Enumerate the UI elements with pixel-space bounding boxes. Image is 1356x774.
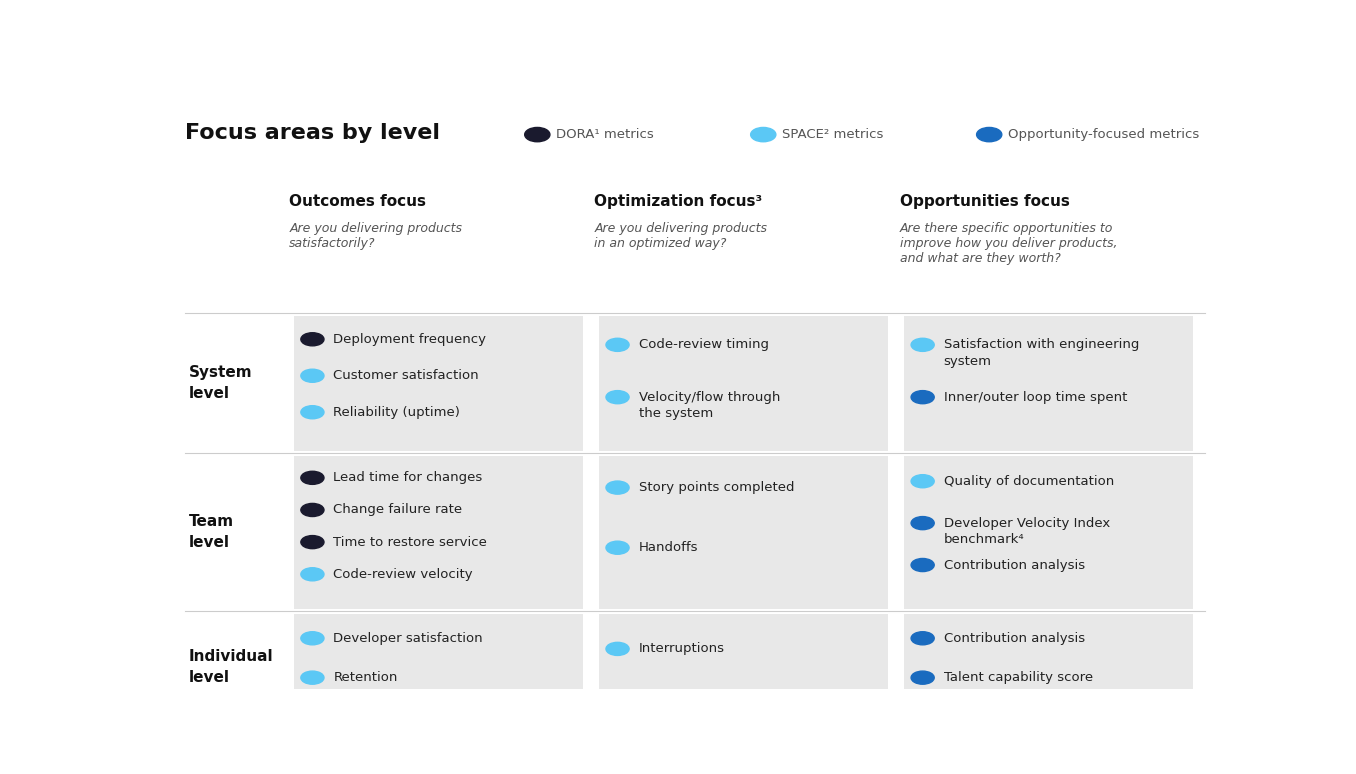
Text: Handoffs: Handoffs [639,541,698,554]
FancyBboxPatch shape [293,614,583,719]
Circle shape [301,471,324,485]
FancyBboxPatch shape [598,316,888,451]
FancyBboxPatch shape [903,316,1193,451]
Text: Team
level: Team level [188,515,233,550]
FancyBboxPatch shape [293,316,583,451]
Text: Are you delivering products
satisfactorily?: Are you delivering products satisfactori… [289,222,462,250]
FancyBboxPatch shape [903,614,1193,719]
Circle shape [911,474,934,488]
Circle shape [911,559,934,571]
Circle shape [606,338,629,351]
Text: Individual
level: Individual level [188,649,273,684]
Circle shape [301,567,324,580]
Text: Velocity/flow through: Velocity/flow through [639,391,780,404]
Text: Developer Velocity Index: Developer Velocity Index [944,516,1111,529]
Text: Deployment frequency: Deployment frequency [334,333,487,346]
Text: Retention: Retention [334,671,397,684]
Text: Code-review velocity: Code-review velocity [334,568,473,580]
Text: Satisfaction with engineering: Satisfaction with engineering [944,338,1139,351]
Text: Inner/outer loop time spent: Inner/outer loop time spent [944,391,1127,404]
Text: Customer satisfaction: Customer satisfaction [334,369,479,382]
Circle shape [301,671,324,684]
Text: Focus areas by level: Focus areas by level [186,122,441,142]
Text: Contribution analysis: Contribution analysis [944,632,1085,645]
Text: Opportunities focus: Opportunities focus [899,194,1070,209]
Text: Outcomes focus: Outcomes focus [289,194,426,209]
Text: Opportunity-focused metrics: Opportunity-focused metrics [1008,128,1199,141]
Circle shape [911,632,934,645]
Circle shape [911,516,934,529]
Text: Talent capability score: Talent capability score [944,671,1093,684]
Circle shape [301,406,324,419]
Text: Lead time for changes: Lead time for changes [334,471,483,485]
Text: System
level: System level [188,365,252,402]
Text: Change failure rate: Change failure rate [334,503,462,516]
Circle shape [301,536,324,549]
Text: the system: the system [639,407,713,420]
Text: Contribution analysis: Contribution analysis [944,559,1085,571]
Text: Optimization focus³: Optimization focus³ [594,194,762,209]
Text: Story points completed: Story points completed [639,481,795,494]
Text: Developer satisfaction: Developer satisfaction [334,632,483,645]
Circle shape [606,391,629,404]
Text: Interruptions: Interruptions [639,642,724,656]
Text: Are you delivering products
in an optimized way?: Are you delivering products in an optimi… [594,222,767,250]
Circle shape [301,632,324,645]
Text: SPACE² metrics: SPACE² metrics [782,128,884,141]
Circle shape [606,541,629,554]
Text: Code-review timing: Code-review timing [639,338,769,351]
Circle shape [525,128,551,142]
FancyBboxPatch shape [598,456,888,609]
Text: DORA¹ metrics: DORA¹ metrics [556,128,654,141]
Text: benchmark⁴: benchmark⁴ [944,533,1024,546]
Text: Quality of documentation: Quality of documentation [944,474,1113,488]
Circle shape [751,128,776,142]
Circle shape [606,481,629,494]
Circle shape [301,369,324,382]
Circle shape [606,642,629,656]
Text: Time to restore service: Time to restore service [334,536,487,549]
Circle shape [911,338,934,351]
Circle shape [301,503,324,516]
FancyBboxPatch shape [903,456,1193,609]
Circle shape [976,128,1002,142]
FancyBboxPatch shape [598,614,888,719]
Circle shape [911,391,934,404]
Circle shape [301,333,324,346]
Circle shape [911,671,934,684]
Text: system: system [944,355,991,368]
FancyBboxPatch shape [293,456,583,609]
Text: Are there specific opportunities to
improve how you deliver products,
and what a: Are there specific opportunities to impr… [899,222,1117,265]
Text: Reliability (uptime): Reliability (uptime) [334,406,460,419]
